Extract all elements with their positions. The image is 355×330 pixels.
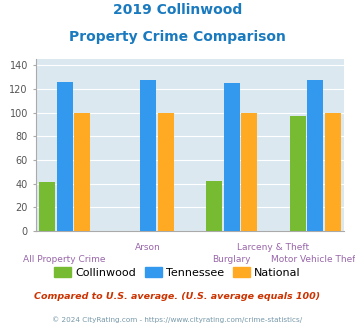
Text: Arson: Arson (135, 243, 161, 252)
Bar (325, 113, 341, 231)
Text: Motor Vehicle Theft: Motor Vehicle Theft (271, 255, 355, 264)
Bar (74, 113, 90, 231)
Bar (206, 181, 222, 231)
Bar (224, 83, 240, 231)
Text: Larceny & Theft: Larceny & Theft (237, 243, 310, 252)
Bar (140, 80, 156, 231)
Text: Burglary: Burglary (212, 255, 251, 264)
Bar (39, 182, 55, 231)
Text: Property Crime Comparison: Property Crime Comparison (69, 30, 286, 44)
Bar (241, 113, 257, 231)
Text: All Property Crime: All Property Crime (23, 255, 106, 264)
Bar (307, 80, 323, 231)
Legend: Collinwood, Tennessee, National: Collinwood, Tennessee, National (50, 263, 305, 282)
Text: © 2024 CityRating.com - https://www.cityrating.com/crime-statistics/: © 2024 CityRating.com - https://www.city… (53, 317, 302, 323)
Text: Compared to U.S. average. (U.S. average equals 100): Compared to U.S. average. (U.S. average … (34, 292, 321, 301)
Bar (290, 116, 306, 231)
Bar (56, 82, 72, 231)
Text: 2019 Collinwood: 2019 Collinwood (113, 3, 242, 17)
Bar (158, 113, 174, 231)
